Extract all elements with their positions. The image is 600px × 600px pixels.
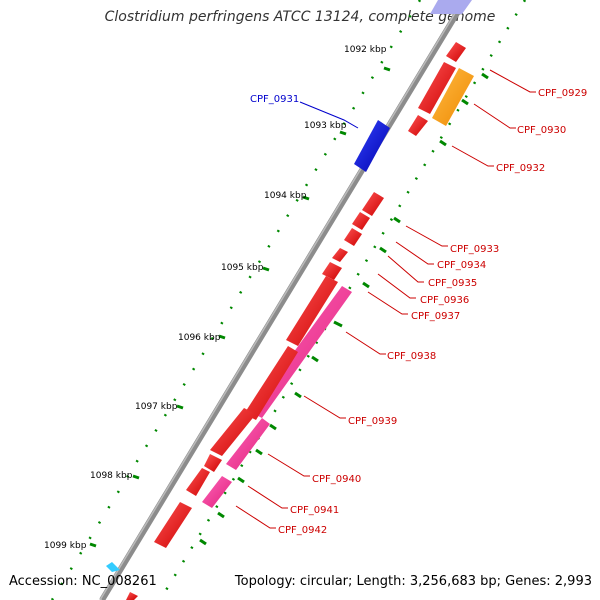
gene-label-cpf-0932: CPF_0932 [496,163,545,174]
gc-dashes [199,72,489,546]
kbp-labels: 1092 kbp 1093 kbp 1094 kbp 1095 kbp 1096… [44,45,387,551]
kbp-ticks [89,66,391,548]
gene-label-cpf-0940: CPF_0940 [312,474,361,485]
gene-label-cpf-0939: CPF_0939 [348,416,397,427]
gene-label-cpf-0931: CPF_0931 [250,94,299,105]
feature-cyan [106,562,120,572]
kbp-label-1093: 1093 kbp [304,121,347,131]
kbp-label-1095: 1095 kbp [221,263,264,273]
forward-features [126,42,474,600]
genome-backbone [99,0,468,600]
gene-label-cpf-0942: CPF_0942 [278,525,327,536]
leader-lines [235,69,536,529]
gene-label-cpf-0930: CPF_0930 [517,125,566,136]
gc-track-outer-left [50,0,422,600]
gene-label-cpf-0936: CPF_0936 [420,295,469,306]
kbp-label-1094: 1094 kbp [264,191,307,201]
gene-label-cpf-0933: CPF_0933 [450,244,499,255]
kbp-label-1096: 1096 kbp [178,333,221,343]
gene-label-cpf-0938: CPF_0938 [387,351,436,362]
kbp-label-1099: 1099 kbp [44,541,87,551]
topology-label: Topology: circular; Length: 3,256,683 bp… [234,574,592,589]
kbp-label-1097: 1097 kbp [135,402,178,412]
gene-label-cpf-0935: CPF_0935 [428,278,477,289]
gene-label-cpf-0929: CPF_0929 [538,88,587,99]
gene-labels: CPF_0929 CPF_0930 CPF_0931 CPF_0932 CPF_… [250,88,587,536]
kbp-label-1092: 1092 kbp [344,45,387,55]
gene-label-cpf-0937: CPF_0937 [411,311,460,322]
accession-label: Accession: NC_008261 [9,574,157,589]
map-title: Clostridium perfringens ATCC 13124, comp… [104,9,496,25]
gene-label-cpf-0934: CPF_0934 [437,260,486,271]
feature-top-blue [430,0,472,14]
gene-label-cpf-0941: CPF_0941 [290,505,339,516]
kbp-label-1098: 1098 kbp [90,471,133,481]
feature-blue [354,120,390,172]
